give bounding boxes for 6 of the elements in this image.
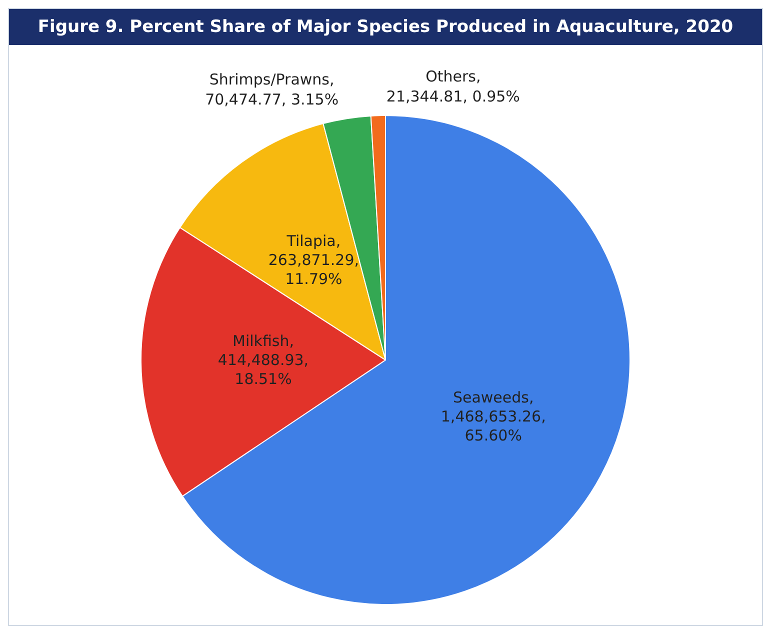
- slice-label: Tilapia, 263,871.29, 11.79%: [268, 232, 360, 288]
- slice-label: Milkfish, 414,488.93, 18.51%: [218, 332, 309, 388]
- chart-title: Figure 9. Percent Share of Major Species Produced in Aquaculture, 2020: [9, 9, 762, 45]
- slice-label: Others, 21,344.81, 0.95%: [386, 68, 520, 106]
- slice-label: Shrimps/Prawns, 70,474.77, 3.15%: [205, 70, 339, 108]
- slice-label: Seaweeds, 1,468,653.26, 65.60%: [440, 388, 546, 444]
